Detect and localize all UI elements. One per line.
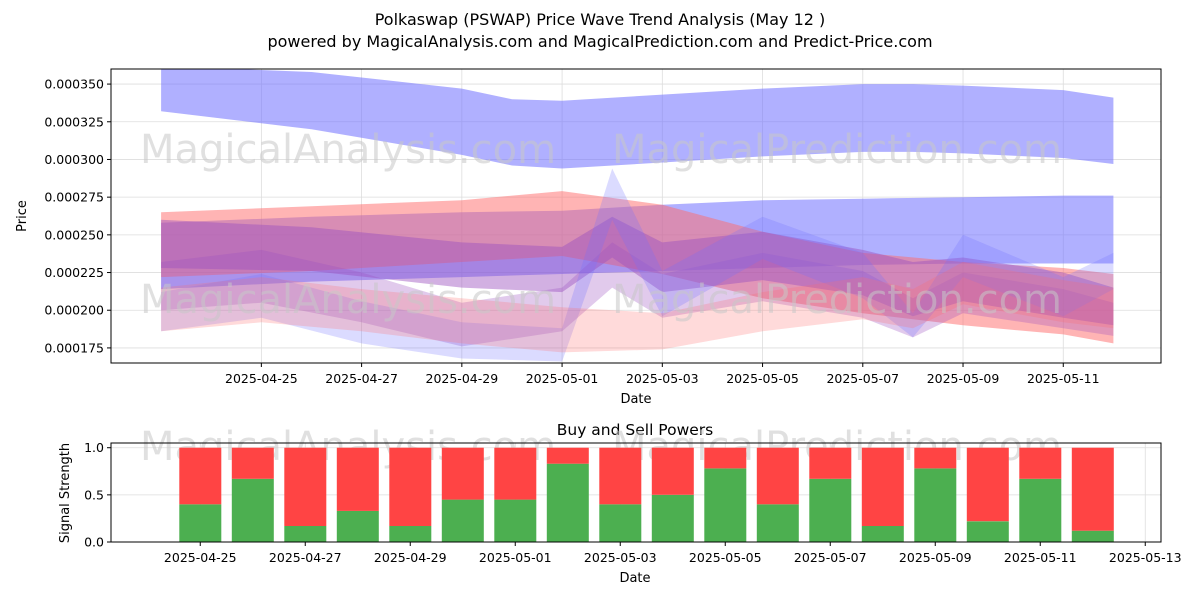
price-y-axis-title: Price	[15, 200, 30, 232]
buy-bar	[756, 504, 799, 542]
price-x-tick-label: 2025-04-27	[325, 371, 398, 386]
sell-bar	[966, 447, 1009, 522]
signal-axes: 2025-04-25 2025-04-27 2025-04-29 2025-05-01…	[84, 440, 1181, 565]
price-band-purple	[161, 216, 1114, 326]
price-y-tick-label: 0.000225	[44, 265, 104, 280]
buy-bar	[861, 526, 904, 542]
price-band-group	[161, 69, 1114, 362]
sell-bar	[1071, 447, 1114, 531]
price-x-tick-label: 2025-04-29	[426, 371, 499, 386]
sell-bar	[599, 447, 642, 505]
sell-bar	[809, 447, 852, 479]
sell-bar	[231, 447, 274, 479]
signal-x-tick-label: 2025-04-27	[269, 550, 342, 565]
price-band-red	[161, 191, 1114, 344]
signal-x-tick-label: 2025-05-01	[479, 550, 552, 565]
sell-bar	[389, 447, 432, 526]
signal-x-tick-label: 2025-05-05	[689, 550, 762, 565]
sell-bar	[441, 447, 484, 500]
chart-title: Polkaswap (PSWAP) Price Wave Trend Analy…	[375, 10, 826, 29]
price-x-tick-label: 2025-05-01	[526, 371, 599, 386]
buy-bar	[284, 526, 327, 542]
price-y-tick-label: 0.000275	[44, 190, 104, 205]
sell-bar	[914, 447, 957, 469]
watermark-prediction-lower: MagicalPrediction.com	[612, 277, 1062, 323]
price-x-tick-label: 2025-04-25	[225, 371, 298, 386]
sell-bar	[336, 447, 379, 511]
price-y-tick-label: 0.000350	[44, 77, 104, 92]
price-x-axis-title: Date	[620, 392, 651, 407]
price-y-tick-label: 0.000250	[44, 227, 104, 242]
price-y-tick-label: 0.000175	[44, 340, 104, 355]
signal-y-tick-label: 0.0	[84, 535, 104, 550]
signal-x-tick-label: 2025-05-07	[794, 550, 867, 565]
price-band-blue	[161, 168, 1114, 362]
price-x-tick-label: 2025-05-05	[726, 371, 799, 386]
price-x-tick-label: 2025-05-11	[1027, 371, 1100, 386]
price-axes: 2025-04-25 2025-04-27 2025-04-29 2025-05-01…	[44, 77, 1099, 386]
buy-bar	[441, 499, 484, 542]
signal-x-tick-label: 2025-05-09	[899, 550, 972, 565]
buy-bar	[651, 494, 694, 542]
price-chart-panel: MagicalAnalysis.com MagicalPrediction.co…	[15, 68, 1162, 407]
price-x-tick-label: 2025-05-09	[927, 371, 1000, 386]
price-band-blue	[161, 69, 1114, 169]
sell-bar	[704, 447, 747, 469]
price-y-tick-label: 0.000200	[44, 303, 104, 318]
buy-bar	[231, 478, 274, 542]
signal-y-tick-label: 1.0	[84, 440, 104, 455]
signal-y-tick-label: 0.5	[84, 487, 104, 502]
signal-chart-title: Buy and Sell Powers	[557, 421, 714, 439]
signal-x-tick-label: 2025-04-25	[164, 550, 237, 565]
buy-bar	[1071, 530, 1114, 542]
chart-subtitle: powered by MagicalAnalysis.com and Magic…	[267, 32, 932, 51]
price-y-tick-label: 0.000300	[44, 152, 104, 167]
buy-bar	[336, 510, 379, 542]
price-plot-frame	[110, 68, 1162, 364]
buy-bar	[546, 463, 589, 542]
price-bands	[161, 69, 1114, 362]
sell-bar	[284, 447, 327, 526]
buy-bar	[494, 499, 537, 542]
watermark-analysis-lower: MagicalAnalysis.com	[140, 277, 556, 323]
signal-x-tick-label: 2025-04-29	[374, 550, 447, 565]
price-watermarks: MagicalAnalysis.com MagicalPrediction.co…	[140, 127, 1062, 323]
price-x-tick-label: 2025-05-07	[826, 371, 899, 386]
watermark-analysis: MagicalAnalysis.com	[140, 127, 556, 173]
signal-y-axis-title: Signal Strength	[58, 443, 73, 543]
sell-bar	[756, 447, 799, 505]
price-y-tick-label: 0.000325	[44, 114, 104, 129]
buy-bar	[599, 504, 642, 542]
sell-bar	[651, 447, 694, 495]
buy-bar	[966, 521, 1009, 542]
buy-bar	[914, 468, 957, 542]
buy-bar	[389, 526, 432, 542]
price-band-purple	[161, 242, 1114, 347]
price-x-tick-label: 2025-05-03	[626, 371, 699, 386]
sell-bar	[861, 447, 904, 526]
buy-bar	[179, 504, 222, 542]
sell-bar	[546, 447, 589, 464]
signal-plot-frame	[110, 442, 1162, 543]
signal-x-axis-title: Date	[619, 571, 650, 586]
sell-bar	[179, 447, 222, 505]
signal-x-tick-label: 2025-05-13	[1109, 550, 1182, 565]
watermark-prediction: MagicalPrediction.com	[612, 127, 1062, 173]
sell-bar	[494, 447, 537, 500]
signal-bars	[179, 447, 1114, 542]
buy-bar	[704, 468, 747, 542]
sell-bar	[1019, 447, 1062, 479]
signal-x-tick-label: 2025-05-03	[584, 550, 657, 565]
buy-bar	[1019, 478, 1062, 542]
price-band-red	[161, 262, 1114, 353]
buy-bar	[809, 478, 852, 542]
signal-chart-panel: Buy and Sell Powers MagicalAnalysis.com …	[58, 421, 1182, 586]
signal-x-tick-label: 2025-05-11	[1004, 550, 1077, 565]
